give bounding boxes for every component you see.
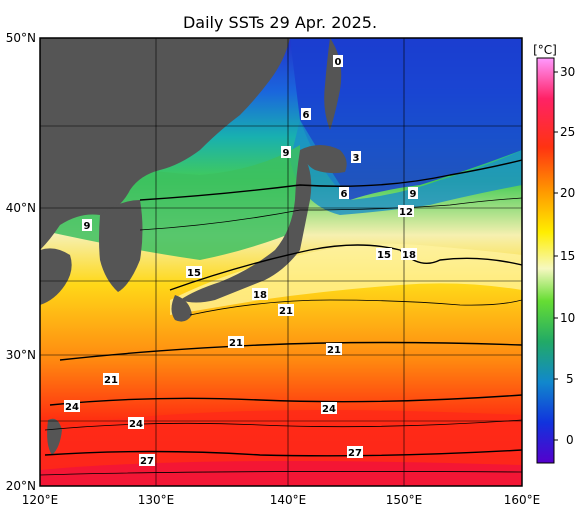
contour-label: 9 xyxy=(281,146,291,159)
contour-label: 21 xyxy=(326,343,342,356)
contour-label: 21 xyxy=(278,304,294,317)
contour-label: 24 xyxy=(128,417,144,430)
svg-text:24: 24 xyxy=(129,419,143,430)
contour-label: 21 xyxy=(103,373,119,386)
contour-label: 3 xyxy=(351,151,361,164)
contour-label: 21 xyxy=(228,336,244,349)
colorbar-unit: [°C] xyxy=(533,43,557,57)
svg-text:6: 6 xyxy=(341,189,348,200)
svg-text:0: 0 xyxy=(335,57,342,68)
contour-label: 15 xyxy=(186,266,202,279)
contour-lines xyxy=(40,159,522,476)
contour-label: 9 xyxy=(408,187,418,200)
contour-label: 12 xyxy=(398,205,414,218)
svg-text:9: 9 xyxy=(283,148,290,159)
colorbar-tick: 15 xyxy=(560,249,575,263)
contour-label: 18 xyxy=(401,248,417,261)
lon-label: 140°E xyxy=(270,493,307,507)
svg-text:21: 21 xyxy=(104,375,118,386)
lat-label: 30°N xyxy=(6,348,36,362)
lat-axis: 50°N 40°N 30°N 20°N xyxy=(6,31,36,493)
svg-text:18: 18 xyxy=(253,290,267,301)
contour-label: 24 xyxy=(321,402,337,415)
lon-axis: 120°E 130°E 140°E 150°E 160°E xyxy=(22,493,541,507)
map-title: Daily SSTs 29 Apr. 2025. xyxy=(182,13,378,32)
lat-label: 20°N xyxy=(6,479,36,493)
lat-label: 50°N xyxy=(6,31,36,45)
lat-label: 40°N xyxy=(6,201,36,215)
svg-text:12: 12 xyxy=(399,207,413,218)
svg-text:9: 9 xyxy=(84,221,91,232)
lon-label: 130°E xyxy=(138,493,175,507)
colorbar-tick: 30 xyxy=(560,65,575,79)
svg-text:21: 21 xyxy=(229,338,243,349)
colorbar-tick: 10 xyxy=(560,311,575,325)
colorbar-tick: 0 xyxy=(566,433,574,447)
svg-text:27: 27 xyxy=(140,456,154,467)
lon-label: 160°E xyxy=(504,493,541,507)
contour-label: 24 xyxy=(64,400,80,413)
svg-text:6: 6 xyxy=(303,110,310,121)
svg-text:3: 3 xyxy=(353,153,360,164)
svg-text:24: 24 xyxy=(65,402,79,413)
contour-label: 9 xyxy=(82,219,92,232)
contour-label: 6 xyxy=(339,187,349,200)
colorbar-tick: 20 xyxy=(560,186,575,200)
svg-text:24: 24 xyxy=(322,404,336,415)
lon-label: 120°E xyxy=(22,493,59,507)
svg-text:27: 27 xyxy=(348,448,362,459)
contour-label: 0 xyxy=(333,55,343,68)
land xyxy=(40,38,347,455)
lon-label: 150°E xyxy=(386,493,423,507)
contour-label: 6 xyxy=(301,108,311,121)
svg-text:21: 21 xyxy=(279,306,293,317)
contour-label: 27 xyxy=(347,446,363,459)
colorbar-tick: 5 xyxy=(566,372,574,386)
colorbar: [°C] 30 25 20 15 10 5 0 xyxy=(533,43,575,464)
contour-labels: 0 6 9 3 6 9 12 9 15 18 15 18 21 21 21 21… xyxy=(64,55,418,467)
colorbar-tick: 25 xyxy=(560,125,575,139)
map-frame xyxy=(39,37,523,487)
contour-label: 27 xyxy=(139,454,155,467)
svg-text:15: 15 xyxy=(377,250,391,261)
svg-text:18: 18 xyxy=(402,250,416,261)
svg-text:21: 21 xyxy=(327,345,341,356)
svg-text:15: 15 xyxy=(187,268,201,279)
svg-text:9: 9 xyxy=(410,189,417,200)
grid xyxy=(40,38,522,486)
contour-label: 18 xyxy=(252,288,268,301)
contour-label: 15 xyxy=(376,248,392,261)
